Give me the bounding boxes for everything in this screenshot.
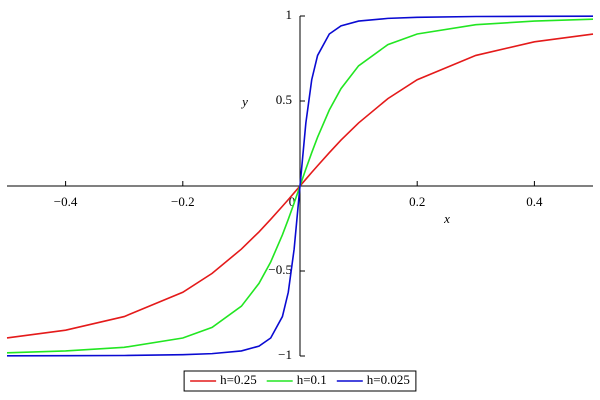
legend-box (183, 370, 417, 392)
legend-label: h=0.025 (367, 372, 410, 387)
x-tick-label: 0 (289, 194, 296, 209)
y-tick-label: 0.5 (276, 92, 292, 107)
y-tick-label: −0.5 (268, 262, 292, 277)
y-tick-label: 1 (286, 7, 293, 22)
x-tick-label: −0.4 (54, 194, 78, 209)
y-tick-label: −1 (278, 347, 292, 362)
x-tick-label: 0.4 (526, 194, 543, 209)
x-axis-label: x (443, 211, 450, 226)
series-line (6, 15, 594, 357)
x-tick-label: −0.2 (171, 194, 195, 209)
x-tick-label: 0.2 (409, 194, 425, 209)
legend-label: h=0.1 (297, 372, 327, 387)
legend-label: h=0.25 (220, 372, 257, 387)
y-axis-label: y (240, 94, 248, 109)
